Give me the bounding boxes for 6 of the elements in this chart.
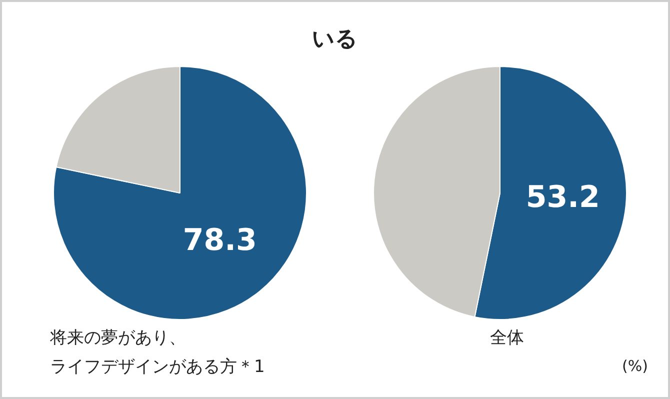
text: 全体 xyxy=(490,327,524,350)
data-label: 53.2 xyxy=(526,180,600,216)
text: 将来の夢があり、ライフデザインがある方＊1 xyxy=(50,327,265,379)
text: (%) xyxy=(622,357,648,375)
chart-title: いる xyxy=(311,26,359,54)
data-label: 78.3 xyxy=(182,222,257,258)
